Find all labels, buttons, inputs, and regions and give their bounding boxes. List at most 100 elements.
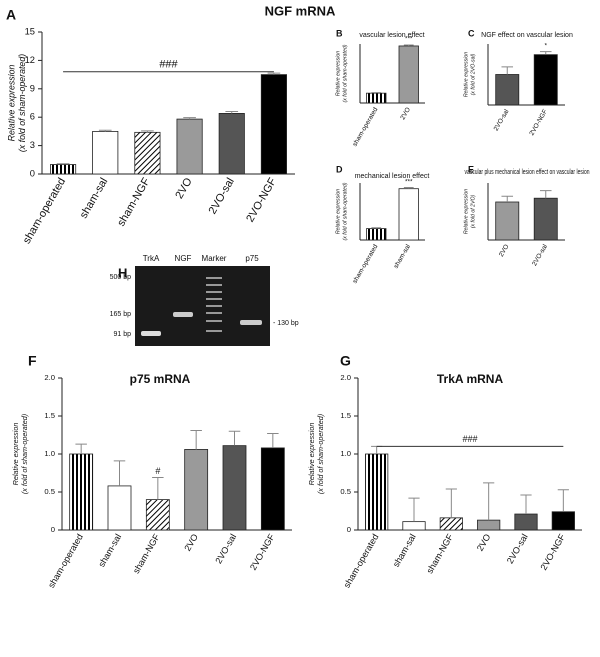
lane-label: TrkA bbox=[143, 254, 160, 263]
bar bbox=[176, 118, 203, 175]
x-tick-label: 2VO-sal bbox=[531, 243, 549, 267]
x-tick-label: 2VO-NGF bbox=[248, 532, 277, 572]
error-bar bbox=[75, 443, 87, 454]
gel-band bbox=[173, 312, 193, 317]
bar bbox=[69, 453, 94, 531]
x-tick-label: 2VO-sal bbox=[505, 532, 530, 565]
error-bar bbox=[403, 187, 414, 189]
y-tick-label: 0.5 bbox=[44, 487, 55, 496]
chart-title: NGF effect on vascular lesion bbox=[481, 32, 573, 39]
annotation: # bbox=[155, 466, 160, 476]
x-tick-label: 2VO bbox=[498, 243, 511, 258]
error-bar bbox=[557, 489, 569, 512]
bar bbox=[402, 521, 426, 531]
lane-label: p75 bbox=[245, 254, 259, 263]
x-tick-label: sham-sal bbox=[391, 532, 418, 569]
error-bar bbox=[267, 72, 281, 75]
annotation: * bbox=[544, 42, 547, 49]
bar bbox=[366, 228, 387, 241]
y-tick-label: 9 bbox=[30, 83, 35, 93]
bar bbox=[439, 517, 463, 531]
lane-label: Marker bbox=[202, 254, 227, 263]
y-axis-label: Relative expression bbox=[335, 51, 341, 96]
bar bbox=[398, 45, 419, 104]
x-tick-label: sham-sal bbox=[78, 176, 111, 221]
bar bbox=[218, 113, 245, 175]
y-axis-label: Relative expression bbox=[463, 189, 469, 234]
x-tick-label: 2VO bbox=[475, 532, 493, 553]
panel-label: C bbox=[468, 28, 475, 38]
x-tick-label: sham-operated bbox=[352, 106, 380, 148]
chart-title: p75 mRNA bbox=[130, 372, 191, 386]
y-tick-label: 15 bbox=[25, 26, 35, 36]
error-bar bbox=[483, 482, 495, 521]
bar bbox=[495, 74, 520, 106]
bar bbox=[145, 499, 170, 531]
error-bar bbox=[141, 130, 154, 133]
bar bbox=[551, 511, 575, 531]
annotation: *** bbox=[405, 178, 413, 185]
x-tick-label: 2VO-sal bbox=[207, 176, 237, 216]
y-axis-label: Relative expression bbox=[6, 65, 16, 142]
y-tick-label: 1.5 bbox=[340, 411, 351, 420]
x-tick-label: sham-operated bbox=[342, 532, 381, 589]
y-tick-label: 0.5 bbox=[340, 487, 351, 496]
y-axis-label: Relative expression bbox=[307, 423, 316, 486]
marker-label: 91 bp bbox=[113, 331, 131, 338]
bar bbox=[495, 201, 520, 241]
x-tick-label: sham-NGF bbox=[424, 532, 455, 576]
y-tick-label: 1.0 bbox=[44, 449, 55, 458]
panel-label: D bbox=[336, 164, 343, 174]
x-tick-label: sham-operated bbox=[21, 176, 68, 246]
annotation: ### bbox=[159, 59, 178, 71]
panel-label: E bbox=[468, 164, 474, 174]
bar bbox=[365, 453, 389, 531]
chart-title: vascular plus mechanical lesion effect o… bbox=[465, 169, 590, 176]
error-bar bbox=[501, 195, 514, 202]
x-tick-label: sham-NGF bbox=[115, 176, 152, 229]
gel-band bbox=[240, 320, 262, 325]
bar bbox=[260, 74, 287, 175]
y-tick-label: 2.0 bbox=[44, 373, 55, 382]
x-tick-label: 2VO-sal bbox=[493, 108, 511, 132]
error-bar bbox=[539, 51, 552, 55]
y-axis-label: (x fold of sham-operated) bbox=[343, 44, 349, 102]
bar bbox=[222, 445, 247, 531]
y-tick-label: 1.0 bbox=[340, 449, 351, 458]
y-axis-label: (x fold of 2VO-sal) bbox=[471, 53, 477, 95]
bar bbox=[514, 513, 538, 531]
panel-label: G bbox=[340, 353, 351, 369]
error-bar bbox=[371, 227, 382, 229]
x-tick-label: 2VO bbox=[399, 106, 412, 121]
bar bbox=[107, 485, 132, 531]
error-bar bbox=[225, 111, 239, 114]
y-tick-label: 2.0 bbox=[340, 373, 351, 382]
chart-title: vascular lesion effect bbox=[359, 32, 424, 39]
x-tick-label: sham-operated bbox=[46, 532, 85, 589]
error-bar bbox=[520, 494, 532, 515]
error-bar bbox=[113, 460, 126, 486]
annotation: ### bbox=[462, 434, 477, 444]
panel-label: F bbox=[28, 353, 37, 369]
y-axis-label: Relative expression bbox=[11, 423, 20, 486]
x-tick-label: 2VO-sal bbox=[213, 532, 238, 565]
bar bbox=[533, 197, 558, 241]
annotation: *** bbox=[405, 36, 413, 43]
x-tick-label: 2VO-NGF bbox=[528, 108, 549, 137]
x-tick-label: 2VO bbox=[182, 532, 200, 553]
bar bbox=[366, 92, 387, 104]
y-axis-label: (x fold of 2VO) bbox=[471, 195, 477, 229]
bar bbox=[92, 130, 119, 175]
x-tick-label: sham-sal bbox=[393, 243, 413, 270]
error-bar bbox=[98, 129, 112, 132]
bar bbox=[477, 519, 501, 531]
y-axis-label: (x fold of sham-operated) bbox=[343, 182, 349, 240]
error-bar bbox=[152, 477, 164, 500]
error-bar bbox=[408, 497, 420, 522]
x-tick-label: 2VO-NGF bbox=[538, 532, 567, 572]
y-tick-label: 6 bbox=[30, 112, 35, 122]
y-tick-label: 0 bbox=[30, 168, 35, 178]
y-axis-label: Relative expression bbox=[463, 52, 469, 97]
error-bar bbox=[445, 488, 457, 518]
y-tick-label: 0 bbox=[347, 525, 351, 534]
